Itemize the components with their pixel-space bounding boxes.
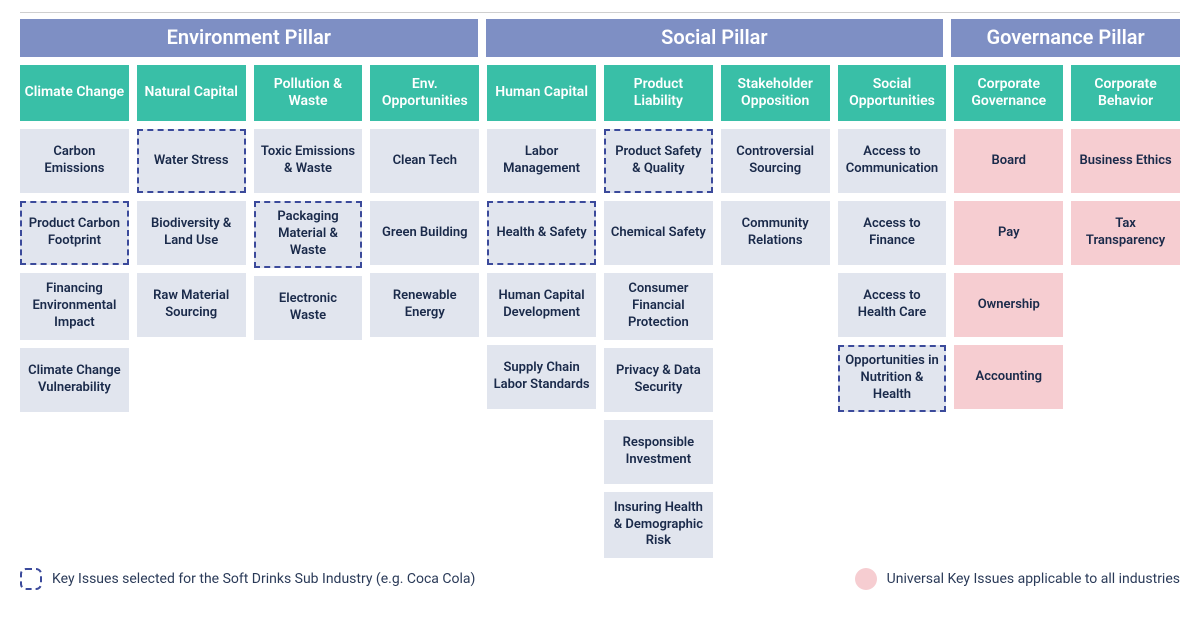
column: Product Liability Product Safety & Qualit… bbox=[604, 65, 713, 558]
issue-cell: Health & Safety bbox=[487, 201, 596, 265]
column-header: Climate Change bbox=[20, 65, 129, 121]
issue-cell: Business Ethics bbox=[1071, 129, 1180, 193]
issue-cell: Access to Health Care bbox=[838, 273, 947, 337]
issue-cell: Insuring Health & Demographic Risk bbox=[604, 492, 713, 559]
legend-universal-label: Universal Key Issues applicable to all i… bbox=[887, 571, 1180, 587]
issue-cell: Water Stress bbox=[137, 129, 246, 193]
issue-cell: Electronic Waste bbox=[254, 276, 363, 340]
column: Env. Opportunities Clean Tech Green Buildi… bbox=[370, 65, 479, 558]
column-header: Corporate Behavior bbox=[1071, 65, 1180, 121]
legend-selected-label: Key Issues selected for the Soft Drinks … bbox=[52, 571, 475, 587]
column: Corporate Governance Board Pay Ownership Acc… bbox=[954, 65, 1063, 558]
column-header: Human Capital bbox=[487, 65, 596, 121]
issue-cell: Renewable Energy bbox=[370, 273, 479, 337]
pillar-header: Environment Pillar bbox=[20, 19, 478, 57]
column: Social Opportunities Access to Communicat… bbox=[838, 65, 947, 558]
issue-cell: Packaging Material & Waste bbox=[254, 201, 363, 268]
column-header: Natural Capital bbox=[137, 65, 246, 121]
column: Natural Capital Water Stress Biodiversity … bbox=[137, 65, 246, 558]
column-header: Stakeholder Opposition bbox=[721, 65, 830, 121]
column: Human Capital Labor Management Health & Sa… bbox=[487, 65, 596, 558]
issue-cell: Human Capital Development bbox=[487, 273, 596, 337]
issue-cell: Green Building bbox=[370, 201, 479, 265]
column-header: Social Opportunities bbox=[838, 65, 947, 121]
column: Pollution & Waste Toxic Emissions & Waste… bbox=[254, 65, 363, 558]
issue-cell: Clean Tech bbox=[370, 129, 479, 193]
pillar-header: Governance Pillar bbox=[951, 19, 1180, 57]
legend-dashed-swatch bbox=[20, 568, 42, 590]
issue-cell: Community Relations bbox=[721, 201, 830, 265]
top-rule bbox=[20, 12, 1180, 13]
issue-cell: Tax Transparency bbox=[1071, 201, 1180, 265]
columns-grid: Climate Change Carbon Emissions Product Ca… bbox=[20, 65, 1180, 558]
issue-cell: Accounting bbox=[954, 345, 1063, 409]
issue-cell: Climate Change Vulnerability bbox=[20, 348, 129, 412]
column-header: Product Liability bbox=[604, 65, 713, 121]
legend-pink-swatch bbox=[855, 568, 877, 590]
column-header: Corporate Governance bbox=[954, 65, 1063, 121]
legend-universal: Universal Key Issues applicable to all i… bbox=[855, 568, 1180, 590]
issue-cell: Responsible Investment bbox=[604, 420, 713, 484]
issue-cell: Access to Finance bbox=[838, 201, 947, 265]
issue-cell: Access to Communication bbox=[838, 129, 947, 193]
issue-cell: Consumer Financial Protection bbox=[604, 273, 713, 340]
column: Corporate Behavior Business Ethics Tax Tra… bbox=[1071, 65, 1180, 558]
issue-cell: Supply Chain Labor Standards bbox=[487, 345, 596, 409]
issue-cell: Product Safety & Quality bbox=[604, 129, 713, 193]
issue-cell: Ownership bbox=[954, 273, 1063, 337]
issue-cell: Labor Management bbox=[487, 129, 596, 193]
legend-selected: Key Issues selected for the Soft Drinks … bbox=[20, 568, 475, 590]
column: Climate Change Carbon Emissions Product Ca… bbox=[20, 65, 129, 558]
issue-cell: Controversial Sourcing bbox=[721, 129, 830, 193]
pillar-header-row: Environment PillarSocial PillarGovernanc… bbox=[20, 19, 1180, 57]
issue-cell: Board bbox=[954, 129, 1063, 193]
column-header: Env. Opportunities bbox=[370, 65, 479, 121]
issue-cell: Biodiversity & Land Use bbox=[137, 201, 246, 265]
issue-cell: Raw Material Sourcing bbox=[137, 273, 246, 337]
issue-cell: Carbon Emissions bbox=[20, 129, 129, 193]
pillar-header: Social Pillar bbox=[486, 19, 944, 57]
issue-cell: Financing Environmental Impact bbox=[20, 273, 129, 340]
issue-cell: Toxic Emissions & Waste bbox=[254, 129, 363, 193]
issue-cell: Privacy & Data Security bbox=[604, 348, 713, 412]
column: Stakeholder Opposition Controversial Sour… bbox=[721, 65, 830, 558]
issue-cell: Pay bbox=[954, 201, 1063, 265]
issue-cell: Product Carbon Footprint bbox=[20, 201, 129, 265]
issue-cell: Opportunities in Nutrition & Health bbox=[838, 345, 947, 412]
column-header: Pollution & Waste bbox=[254, 65, 363, 121]
issue-cell: Chemical Safety bbox=[604, 201, 713, 265]
legend: Key Issues selected for the Soft Drinks … bbox=[20, 568, 1180, 590]
